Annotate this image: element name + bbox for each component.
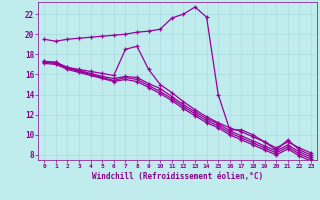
X-axis label: Windchill (Refroidissement éolien,°C): Windchill (Refroidissement éolien,°C) (92, 172, 263, 181)
